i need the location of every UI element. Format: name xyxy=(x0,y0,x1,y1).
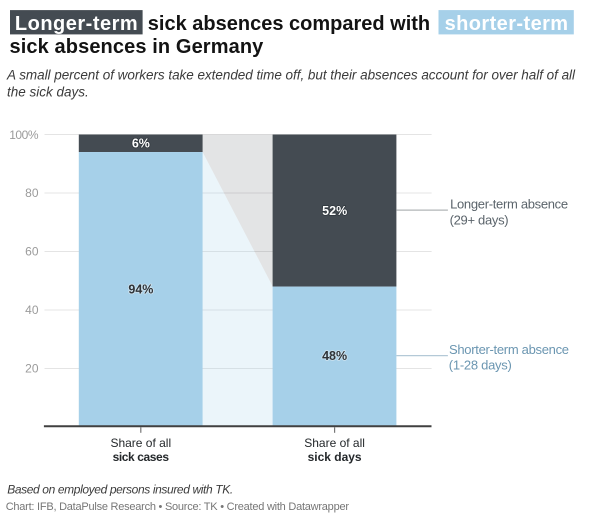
svg-text:the sick days.: the sick days. xyxy=(7,85,89,100)
svg-text:48%: 48% xyxy=(322,349,347,363)
svg-text:6%: 6% xyxy=(132,137,150,151)
svg-text:80: 80 xyxy=(25,186,39,200)
svg-text:(29+ days): (29+ days) xyxy=(450,213,509,228)
svg-text:100%: 100% xyxy=(9,128,39,142)
svg-text:Share of all: Share of all xyxy=(110,436,171,450)
svg-text:Chart: IFB, DataPulse Research: Chart: IFB, DataPulse Research • Source:… xyxy=(6,501,350,513)
svg-text:Longer-term: Longer-term xyxy=(15,13,138,35)
svg-text:Shorter-term absence: Shorter-term absence xyxy=(449,342,569,357)
svg-text:52%: 52% xyxy=(322,204,347,218)
svg-text:sick absences in Germany: sick absences in Germany xyxy=(10,36,265,58)
svg-text:sick cases: sick cases xyxy=(113,450,170,464)
svg-text:Share of all: Share of all xyxy=(304,436,365,450)
svg-text:(1-28 days): (1-28 days) xyxy=(449,358,512,373)
svg-text:Based on employed persons insu: Based on employed persons insured with T… xyxy=(7,482,233,496)
svg-text:sick days: sick days xyxy=(308,450,362,464)
svg-text:sick absences compared with: sick absences compared with xyxy=(148,13,430,35)
svg-text:40: 40 xyxy=(25,303,39,317)
svg-text:A small percent of workers tak: A small percent of workers take extended… xyxy=(6,67,576,82)
svg-text:94%: 94% xyxy=(128,283,153,297)
svg-text:Longer-term absence: Longer-term absence xyxy=(450,197,568,212)
svg-text:20: 20 xyxy=(25,362,39,376)
svg-text:shorter-term: shorter-term xyxy=(445,13,568,35)
svg-text:60: 60 xyxy=(25,245,39,259)
